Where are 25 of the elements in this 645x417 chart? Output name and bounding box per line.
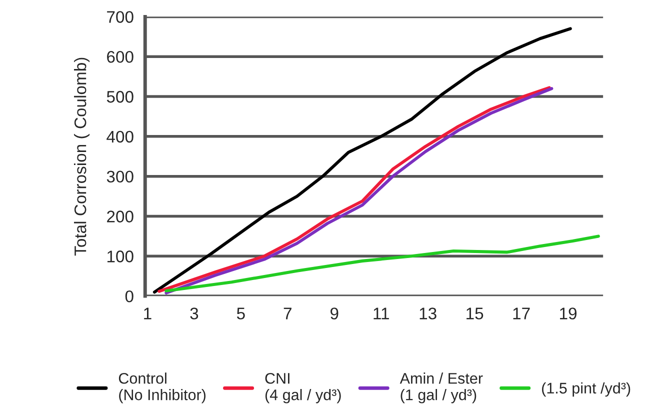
- x-tick-label: 5: [236, 308, 245, 320]
- y-axis-title: Total Corrosion ( Coulomb): [74, 58, 90, 256]
- legend-label: CNI (4 gal / yd³): [265, 372, 341, 404]
- y-tick-label: 100: [107, 250, 134, 262]
- y-tick-label: 200: [107, 210, 134, 222]
- x-tick-label: 19: [560, 308, 577, 320]
- y-tick-label: 0: [125, 290, 134, 302]
- x-tick-label: 13: [420, 308, 436, 320]
- x-tick-label: 11: [374, 308, 389, 320]
- legend-label: (1.5 pint /yd³): [542, 382, 630, 397]
- x-tick-label: 3: [190, 308, 198, 320]
- x-tick-label: 9: [330, 308, 338, 320]
- y-tick-label: 600: [107, 50, 134, 63]
- legend-label: Amin / Ester (1 gal / yd³): [400, 372, 483, 404]
- line-series: [152, 27, 572, 294]
- x-tick-label: 1: [144, 308, 152, 320]
- y-tick-label: 400: [106, 130, 134, 143]
- x-tick-label: 7: [284, 308, 292, 320]
- y-tick-label: 300: [106, 170, 134, 183]
- x-tick-label: 17: [513, 308, 530, 320]
- y-tick-label: 500: [106, 90, 134, 103]
- x-tick-label: 15: [466, 308, 484, 320]
- legend-label: Control (No Inhibitor): [118, 372, 206, 404]
- line-series: [164, 234, 600, 292]
- y-tick-label: 700: [107, 11, 134, 23]
